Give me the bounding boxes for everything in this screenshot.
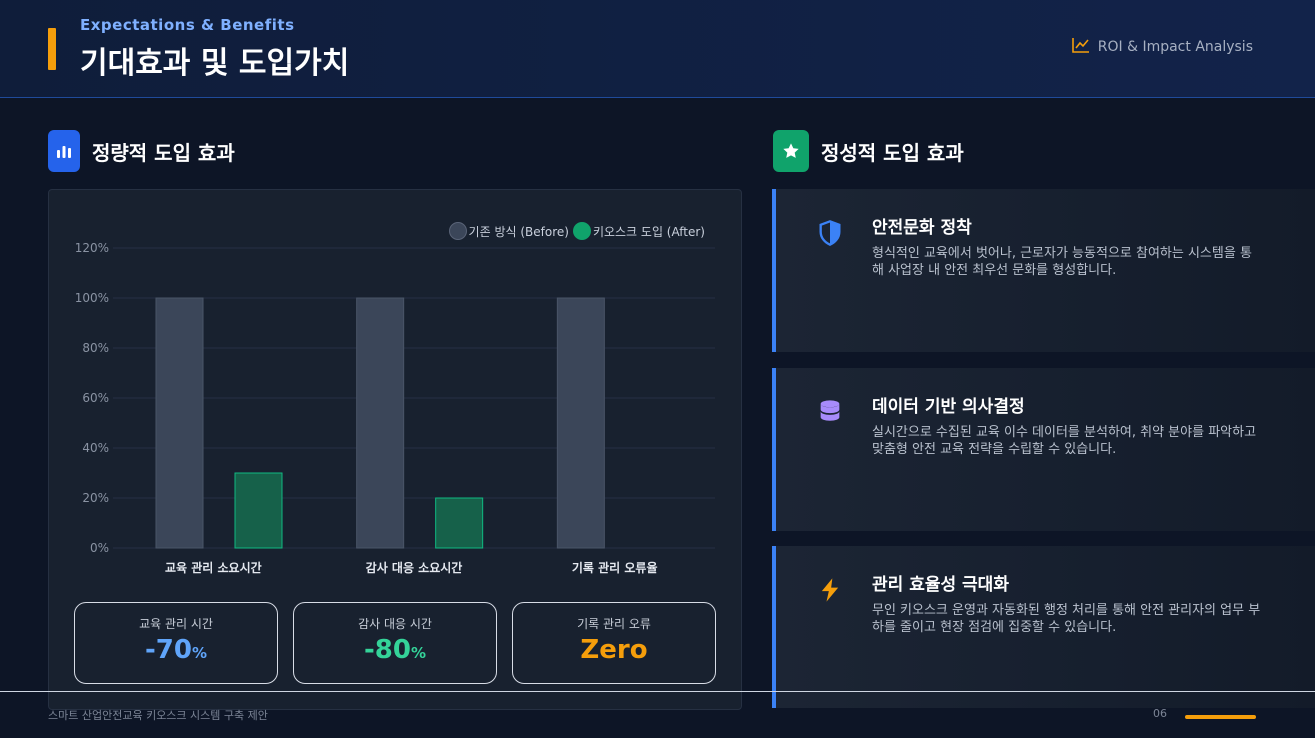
stat-value: -70% — [75, 635, 277, 665]
card-description: 형식적인 교육에서 벗어나, 근로자가 능동적으로 참여하는 시스템을 통해 사… — [872, 246, 1252, 278]
page-accent-bar — [1185, 715, 1256, 719]
bar-before — [356, 297, 405, 549]
star-icon — [773, 130, 809, 172]
database-icon — [816, 398, 844, 426]
chart-legend: 기존 방식 (Before) 키오스크 도입 (After) — [448, 222, 705, 240]
bar-after — [435, 497, 484, 549]
qualitative-section-title: 정성적 도입 효과 — [821, 140, 964, 165]
legend-swatch-after — [572, 222, 591, 240]
legend-item-after[interactable]: 키오스크 도입 (After) — [572, 222, 705, 240]
chart-panel: 기존 방식 (Before) 키오스크 도입 (After) 0% 20% 40% 6… — [48, 189, 742, 710]
quantitative-section-title: 정량적 도입 효과 — [92, 140, 235, 165]
stat-number: -80 — [363, 635, 411, 665]
page-title: 기대효과 및 도입가치 — [80, 46, 350, 81]
card-description: 실시간으로 수집된 교육 이수 데이터를 분석하여, 취약 분야를 파악하고 맞… — [872, 425, 1257, 457]
slide-header: Expectations & Benefits 기대효과 및 도입가치 ROI … — [0, 0, 1315, 98]
card-title: 관리 효율성 극대화 — [872, 575, 1009, 595]
benefit-card-safety-culture: 안전문화 정착 형식적인 교육에서 벗어나, 근로자가 능동적으로 참여하는 시… — [772, 189, 1315, 352]
line-chart-icon — [1071, 37, 1090, 57]
stat-label: 기록 관리 오류 — [577, 617, 651, 631]
footer-divider — [0, 691, 1315, 692]
stat-unit: % — [410, 644, 426, 662]
y-tick-label: 20% — [82, 491, 109, 505]
header-accent-bar — [48, 28, 56, 70]
roi-badge-label: ROI & Impact Analysis — [1097, 39, 1253, 55]
benefit-card-data-driven: 데이터 기반 의사결정 실시간으로 수집된 교육 이수 데이터를 분석하여, 취… — [772, 368, 1315, 531]
bar-chart-icon — [48, 130, 80, 172]
stat-number: -70 — [144, 635, 192, 665]
x-category-label: 기록 관리 오류율 — [572, 560, 658, 575]
y-tick-label: 40% — [82, 441, 109, 455]
card-title: 데이터 기반 의사결정 — [872, 397, 1025, 417]
bar-after — [234, 472, 283, 549]
lightning-icon — [816, 576, 844, 604]
bar-before — [556, 297, 605, 549]
legend-label-before: 기존 방식 (Before) — [468, 224, 569, 239]
page-number: 06 — [1153, 707, 1167, 720]
x-category-label: 교육 관리 소요시간 — [165, 560, 262, 575]
stat-box-education: 교육 관리 시간 -70% — [74, 602, 278, 684]
benefit-card-efficiency: 관리 효율성 극대화 무인 키오스크 운영과 자동화된 행정 처리를 통해 안전… — [772, 546, 1315, 708]
y-tick-label: 60% — [82, 391, 109, 405]
stat-value: Zero — [513, 635, 715, 665]
qualitative-section-heading: 정성적 도입 효과 — [773, 130, 964, 172]
roi-badge: ROI & Impact Analysis — [1071, 37, 1253, 57]
footer-text: 스마트 산업안전교육 키오스크 시스템 구축 제안 — [48, 709, 268, 722]
stat-unit: % — [191, 644, 207, 662]
stat-box-records: 기록 관리 오류 Zero — [512, 602, 716, 684]
legend-label-after: 키오스크 도입 (After) — [592, 224, 705, 239]
stat-label: 감사 대응 시간 — [358, 617, 432, 631]
y-tick-label: 120% — [75, 241, 109, 255]
y-tick-label: 0% — [90, 541, 109, 555]
stat-box-audit: 감사 대응 시간 -80% — [293, 602, 497, 684]
bar-chart: 0% 20% 40% 60% 80% 100% 120% 교육 관리 소요시간 감사 대응 소요… — [75, 241, 715, 575]
card-description: 무인 키오스크 운영과 자동화된 행정 처리를 통해 안전 관리자의 업무 부하… — [872, 603, 1261, 635]
quantitative-section-heading: 정량적 도입 효과 — [48, 130, 235, 172]
x-category-label: 감사 대응 소요시간 — [366, 560, 463, 575]
stat-number: Zero — [580, 635, 648, 665]
stat-label: 교육 관리 시간 — [139, 617, 213, 631]
y-tick-label: 80% — [82, 341, 109, 355]
legend-swatch-before — [448, 222, 467, 240]
card-title: 안전문화 정착 — [872, 218, 972, 238]
shield-icon — [816, 219, 844, 247]
header-subtitle: Expectations & Benefits — [80, 16, 295, 34]
stat-value: -80% — [294, 635, 496, 665]
bar-before — [155, 297, 204, 549]
y-tick-label: 100% — [75, 291, 109, 305]
legend-item-before[interactable]: 기존 방식 (Before) — [448, 222, 569, 240]
